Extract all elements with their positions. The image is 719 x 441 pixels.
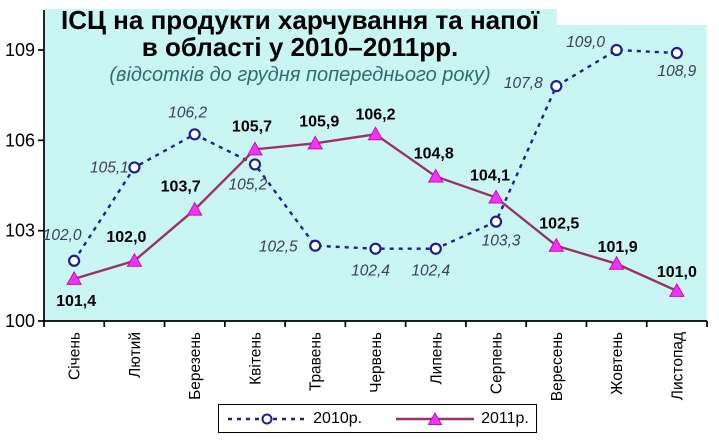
legend-item-2010: 2010р. <box>226 410 362 428</box>
data-label-0: 107,8 <box>504 75 543 92</box>
data-label-0: 102,0 <box>43 227 82 244</box>
data-label-1: 101,0 <box>657 264 697 281</box>
x-category-label: Квітень <box>247 332 264 385</box>
marker-triangle-1 <box>186 201 203 216</box>
x-category-label: Травень <box>308 332 325 391</box>
legend-swatch-2011-icon <box>396 411 475 425</box>
chart-legend: 2010р. 2011р. <box>218 404 537 433</box>
legend-marker-triangle <box>427 411 443 425</box>
marker-circle-0 <box>610 43 623 57</box>
marker-triangle-1 <box>247 141 263 156</box>
marker-circle-0 <box>188 128 201 141</box>
data-label-1: 104,1 <box>470 168 510 185</box>
legend-item-2011: 2011р. <box>394 410 529 428</box>
data-label-0: 102,4 <box>411 263 450 280</box>
marker-triangle-1 <box>427 168 444 183</box>
y-tick-label: 100 <box>5 311 35 331</box>
marker-triangle-1 <box>126 252 143 267</box>
marker-circle-0 <box>248 158 262 171</box>
marker-circle-0 <box>670 46 683 60</box>
marker-circle-0 <box>489 215 503 228</box>
marker-triangle-1 <box>548 237 565 252</box>
data-label-0: 102,5 <box>259 239 298 256</box>
data-label-0: 105,1 <box>90 159 129 176</box>
title-backdrop <box>45 9 557 29</box>
y-tick-label: 103 <box>5 221 35 241</box>
legend-swatch-2010-icon <box>228 413 307 424</box>
data-label-1: 101,9 <box>598 239 638 256</box>
data-label-1: 105,7 <box>232 118 272 135</box>
x-category-label: Вересень <box>549 332 566 401</box>
data-label-1: 105,9 <box>299 113 339 130</box>
data-label-0: 105,2 <box>229 176 268 193</box>
legend-marker-circle <box>261 413 273 424</box>
marker-circle-0 <box>369 242 382 255</box>
x-category-label: Червень <box>368 332 385 393</box>
x-category-label: Лютий <box>127 332 144 378</box>
data-label-0: 109,0 <box>566 34 605 51</box>
marker-triangle-1 <box>488 189 504 204</box>
data-label-0: 102,4 <box>351 263 390 280</box>
marker-triangle-1 <box>66 270 82 285</box>
x-category-label: Липень <box>428 332 445 384</box>
marker-circle-0 <box>550 80 563 93</box>
x-category-label: Листопад <box>669 332 686 400</box>
y-tick-label: 109 <box>5 40 35 60</box>
data-label-0: 103,3 <box>482 233 521 250</box>
marker-triangle-1 <box>367 126 384 141</box>
data-label-0: 106,2 <box>168 104 207 121</box>
x-category-label: Січень <box>67 332 84 380</box>
x-category-label: Березень <box>187 332 204 400</box>
data-label-1: 101,4 <box>56 293 96 310</box>
y-tick-label: 106 <box>5 130 35 150</box>
x-category-label: Жовтень <box>609 332 626 395</box>
data-label-1: 102,0 <box>106 229 146 246</box>
legend-label-2010: 2010р. <box>313 409 363 427</box>
data-label-1: 103,7 <box>161 179 201 196</box>
legend-label-2011: 2011р. <box>481 409 529 427</box>
marker-circle-0 <box>68 254 81 267</box>
x-category-label: Серпень <box>489 332 506 394</box>
marker-circle-0 <box>128 161 141 174</box>
marker-triangle-1 <box>608 255 625 270</box>
marker-circle-0 <box>309 239 322 252</box>
data-label-0: 108,9 <box>657 63 696 80</box>
data-label-1: 104,8 <box>414 145 454 162</box>
data-label-1: 106,2 <box>355 106 395 123</box>
marker-triangle-1 <box>307 135 324 150</box>
marker-triangle-1 <box>669 282 685 297</box>
data-label-1: 102,5 <box>539 216 579 233</box>
marker-circle-0 <box>429 242 442 255</box>
plot-area <box>44 25 707 321</box>
